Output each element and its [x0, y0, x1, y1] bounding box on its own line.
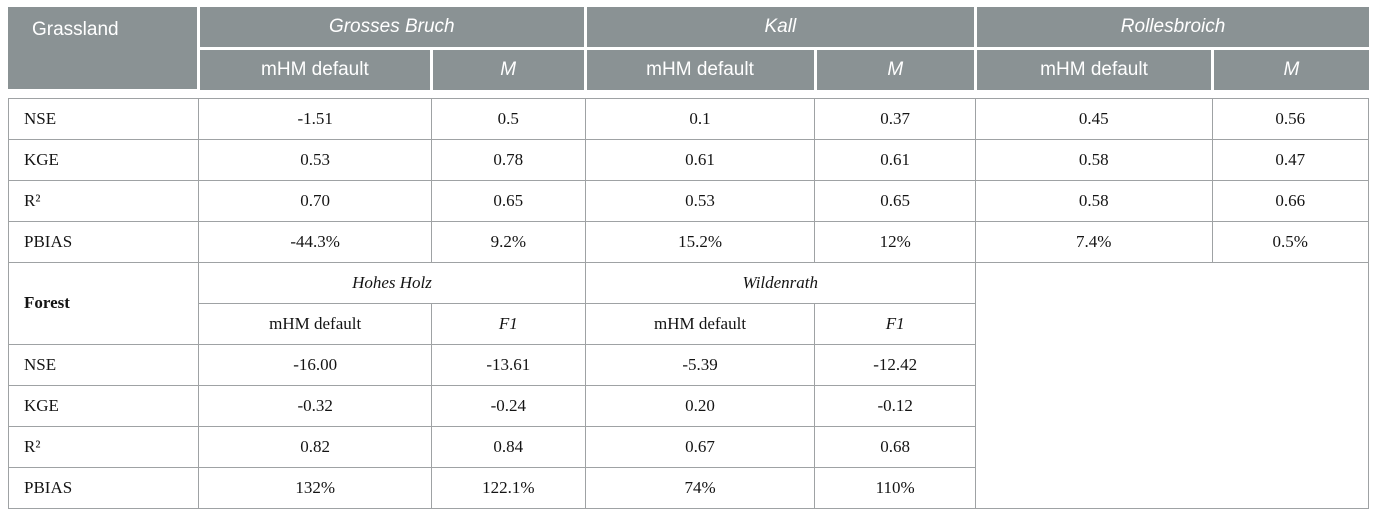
- subheader-mhm-default: mHM default: [975, 48, 1214, 90]
- cell-value: 0.67: [584, 425, 816, 468]
- cell-value: 0.45: [974, 97, 1213, 140]
- section-label-grassland: Grassland: [8, 7, 201, 92]
- grassland-header-table: Grassland Grosses Bruch Kall Rollesbroic…: [8, 7, 1369, 92]
- cell-value: 74%: [584, 466, 816, 509]
- cell-value: -1.51: [198, 97, 432, 140]
- cell-value: 0.37: [814, 97, 976, 140]
- cell-value: 0.47: [1211, 138, 1370, 181]
- subheader-mhm-default: mHM default: [198, 302, 432, 345]
- cell-value: 0.58: [974, 138, 1213, 181]
- subheader-mhm-default: mHM default: [198, 48, 433, 90]
- cell-value: 0.56: [1211, 97, 1370, 140]
- cell-value: -0.24: [430, 384, 586, 427]
- cell-value: 122.1%: [430, 466, 586, 509]
- forest-empty-cell: [974, 261, 1370, 509]
- subheader-f1: F1: [814, 302, 976, 345]
- cell-value: 0.66: [1211, 179, 1370, 222]
- cell-value: 0.20: [584, 384, 816, 427]
- cell-value: 0.1: [584, 97, 816, 140]
- metric-label: R²: [7, 425, 200, 468]
- table-row: PBIAS -44.3% 9.2% 15.2% 12% 7.4% 0.5%: [7, 220, 1370, 263]
- table-row: KGE 0.53 0.78 0.61 0.61 0.58 0.47: [7, 138, 1370, 181]
- cell-value: 0.53: [198, 138, 432, 181]
- metric-label: R²: [7, 179, 200, 222]
- site-header-hohes-holz: Hohes Holz: [198, 261, 586, 304]
- cell-value: 7.4%: [974, 220, 1213, 263]
- cell-value: 0.84: [430, 425, 586, 468]
- cell-value: -0.12: [814, 384, 976, 427]
- forest-subheader-row: mHM default F1 mHM default F1: [9, 302, 1369, 345]
- cell-value: 0.65: [814, 179, 976, 222]
- metric-label: PBIAS: [7, 220, 200, 263]
- cell-value: 0.78: [430, 138, 586, 181]
- metrics-body-table: NSE -1.51 0.5 0.1 0.37 0.45 0.56 KGE 0.5…: [7, 97, 1370, 509]
- cell-value: 0.61: [814, 138, 976, 181]
- cell-value: 12%: [814, 220, 976, 263]
- subheader-mhm-default: mHM default: [584, 302, 816, 345]
- subheader-m: M: [1212, 48, 1369, 90]
- site-header-wildenrath: Wildenrath: [584, 261, 976, 304]
- table-row: R² 0.82 0.84 0.67 0.68: [7, 425, 1369, 468]
- table-row: PBIAS 132% 122.1% 74% 110%: [7, 466, 1369, 509]
- cell-value: 0.65: [430, 179, 586, 222]
- section-label-forest: Forest: [7, 261, 200, 345]
- cell-value: 15.2%: [584, 220, 816, 263]
- cell-value: -0.32: [198, 384, 432, 427]
- table-row: KGE -0.32 -0.24 0.20 -0.12: [7, 384, 1369, 427]
- forest-header-row: Forest Hohes Holz Wildenrath: [7, 261, 1370, 509]
- cell-value: -12.42: [814, 343, 976, 386]
- cell-value: -5.39: [584, 343, 816, 386]
- cell-value: 0.5%: [1211, 220, 1370, 263]
- site-header-grosses-bruch: Grosses Bruch: [198, 7, 587, 50]
- cell-value: 132%: [198, 466, 432, 509]
- cell-value: 0.5: [430, 97, 586, 140]
- cell-value: 110%: [814, 466, 976, 509]
- metric-label: NSE: [7, 343, 200, 386]
- cell-value: 0.68: [814, 425, 976, 468]
- metric-label: NSE: [7, 97, 200, 140]
- metric-label: KGE: [7, 384, 200, 427]
- cell-value: 0.82: [198, 425, 432, 468]
- cell-value: 9.2%: [430, 220, 586, 263]
- cell-value: 0.61: [584, 138, 816, 181]
- cell-value: -13.61: [430, 343, 586, 386]
- cell-value: -16.00: [198, 343, 432, 386]
- cell-value: 0.53: [584, 179, 816, 222]
- site-header-rollesbroich: Rollesbroich: [975, 7, 1369, 50]
- subheader-f1: F1: [430, 302, 586, 345]
- metric-label: KGE: [7, 138, 200, 181]
- table-row: NSE -1.51 0.5 0.1 0.37 0.45 0.56: [7, 97, 1370, 140]
- cell-value: 0.58: [974, 179, 1213, 222]
- cell-value: 0.70: [198, 179, 432, 222]
- subheader-m: M: [815, 48, 978, 90]
- subheader-m: M: [431, 48, 587, 90]
- table-row: NSE -16.00 -13.61 -5.39 -12.42: [7, 343, 1369, 386]
- site-header-kall: Kall: [585, 7, 978, 50]
- subheader-mhm-default: mHM default: [585, 48, 817, 90]
- metric-label: PBIAS: [7, 466, 200, 509]
- table-row: R² 0.70 0.65 0.53 0.65 0.58 0.66: [7, 179, 1370, 222]
- cell-value: -44.3%: [198, 220, 432, 263]
